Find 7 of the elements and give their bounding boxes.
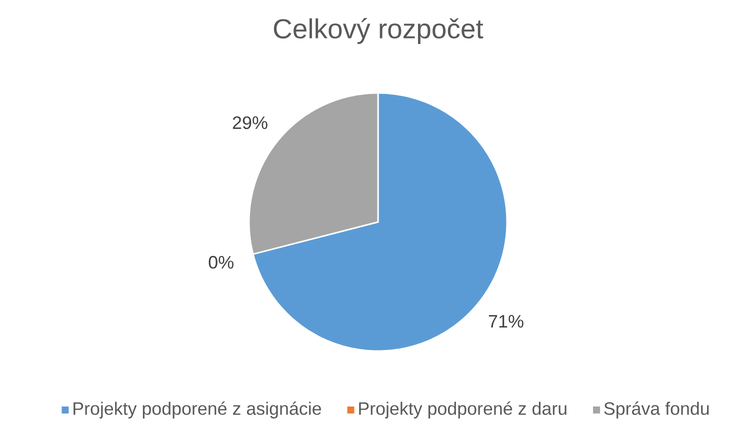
legend-label: Projekty podporené z daru — [359, 402, 566, 418]
legend-label: Projekty podporené z asignácie — [74, 402, 322, 418]
data-label: 29% — [232, 116, 268, 130]
data-label: 71% — [488, 314, 524, 328]
text: 0% — [208, 256, 234, 269]
legend-label: Správa fondu — [604, 402, 709, 418]
chart-title: Celkový rozpočet — [274, 18, 484, 44]
